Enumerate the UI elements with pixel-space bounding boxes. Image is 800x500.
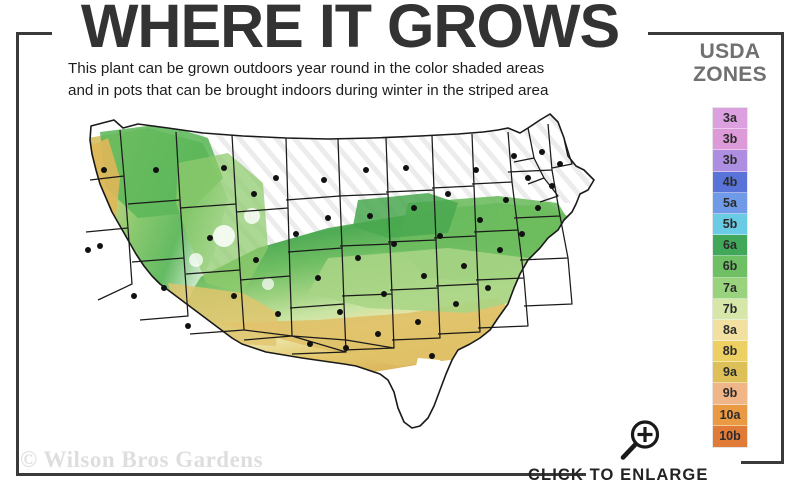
zone-swatch-5a-4: 5a <box>713 192 747 214</box>
frame-border-bottom <box>16 473 586 476</box>
zone-swatch-9b-13: 9b <box>713 383 747 405</box>
map-svg <box>85 113 595 429</box>
zone-swatch-5b-5: 5b <box>713 213 747 236</box>
zone-swatch-8a-10: 8a <box>713 319 747 342</box>
zone-swatch-3b-1: 3b <box>713 129 747 151</box>
zone-swatch-6b-7: 6b <box>713 256 747 278</box>
usda-hardiness-map[interactable] <box>28 108 678 458</box>
usda-zone-legend: 3a 3b 3b 4b 5a 5b 6a 6b 7a 7b 8a 8b 9a 9b 10a 10b <box>712 107 748 448</box>
map-state-borders <box>85 113 595 429</box>
usda-zones-heading-line-2: ZONES <box>693 63 767 87</box>
frame-border-left <box>16 32 19 476</box>
frame-border-bottom-right <box>741 461 784 464</box>
click-to-enlarge-label[interactable]: CLICK TO ENLARGE <box>528 466 709 484</box>
zone-swatch-3b-2: 3b <box>713 150 747 172</box>
subtitle-line-2: and in pots that can be brought indoors … <box>68 81 549 99</box>
subtitle-line-1: This plant can be grown outdoors year ro… <box>68 60 545 77</box>
zone-swatch-10b-15: 10b <box>713 425 747 447</box>
page-title: WHERE IT GROWS <box>80 0 620 60</box>
zone-swatch-7b-9: 7b <box>713 298 747 320</box>
zone-swatch-10a-14: 10a <box>713 404 747 426</box>
zone-swatch-6a-6: 6a <box>713 235 747 257</box>
zone-swatch-7a-8: 7a <box>713 277 747 299</box>
zone-swatch-4b-3: 4b <box>713 171 747 193</box>
map-city-dots <box>85 149 563 359</box>
subtitle-text: This plant can be grown outdoors year ro… <box>68 58 628 101</box>
frame-border-top-right <box>648 32 784 35</box>
frame-border-right <box>781 32 784 464</box>
zone-swatch-9a-12: 9a <box>713 362 747 384</box>
copyright-watermark: © Wilson Bros Gardens <box>20 447 264 472</box>
usda-zones-heading-line-1: USDA <box>699 40 761 63</box>
zone-swatch-8b-11: 8b <box>713 341 747 363</box>
zone-swatch-3a-0: 3a <box>713 108 747 130</box>
usda-zones-heading: USDA ZONES <box>672 40 788 86</box>
magnifier-plus-icon[interactable] <box>616 418 662 464</box>
frame-border-top-left <box>16 32 52 35</box>
